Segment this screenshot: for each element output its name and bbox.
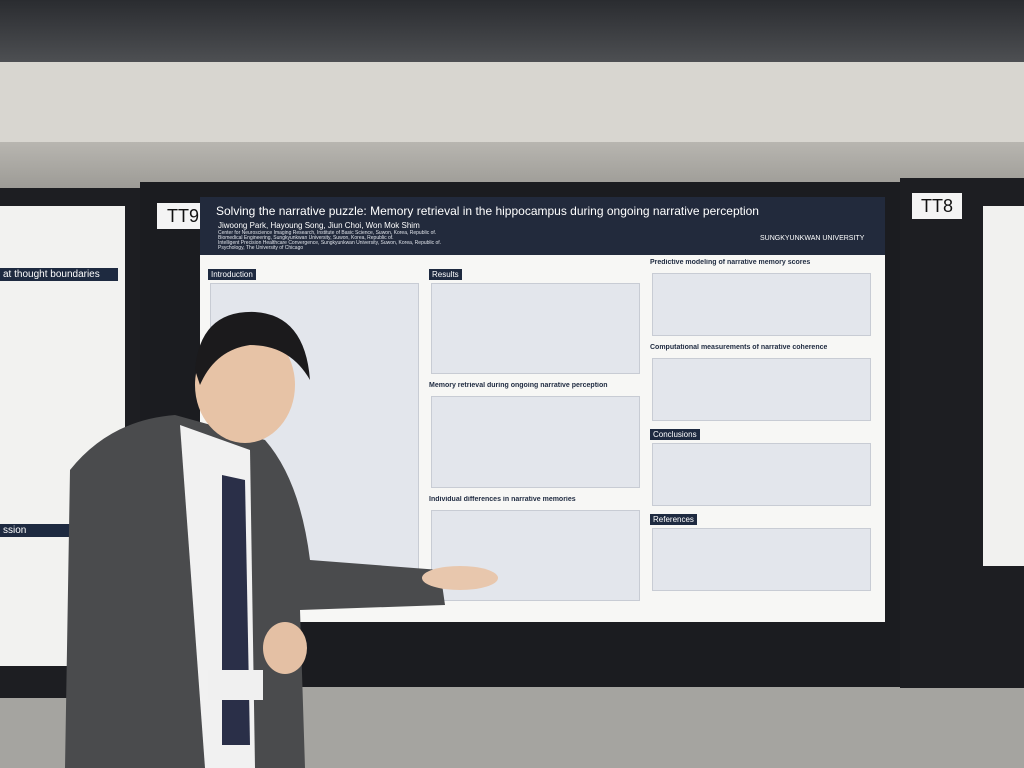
badge xyxy=(208,670,263,700)
title-bar xyxy=(200,197,885,255)
section-heading: Predictive modeling of narrative memory … xyxy=(650,259,811,266)
right-column: Predictive modeling of narrative memory … xyxy=(650,259,875,609)
section-heading: Computational measurements of narrative … xyxy=(650,344,828,351)
right-poster xyxy=(983,206,1024,566)
affiliations: Center for Neuroscience Imaging Research… xyxy=(218,231,518,251)
affiliation: Biomedical Engineering, Sungkyunkwan Uni… xyxy=(218,235,394,241)
section-figure xyxy=(652,358,871,421)
affiliation: Psychology, The University of Chicago xyxy=(218,245,304,251)
hand xyxy=(422,566,498,590)
ceiling-beam xyxy=(0,62,1024,142)
authors: Jiwoong Park, Hayoung Song, Jiun Choi, W… xyxy=(218,221,420,230)
poster: Solving the narrative puzzle: Memory ret… xyxy=(200,197,885,622)
section-heading: Individual differences in narrative memo… xyxy=(429,495,576,503)
logo: SUNGKYUNKWAN UNIVERSITY xyxy=(760,235,865,242)
jacket xyxy=(65,415,445,768)
hair xyxy=(195,311,310,385)
section-figure xyxy=(431,396,640,488)
hand xyxy=(263,622,307,674)
section-figure xyxy=(652,528,871,591)
affiliation: Intelligent Precision Healthcare Converg… xyxy=(218,240,442,246)
section-heading: Conclusions xyxy=(650,429,700,440)
poster-title: Solving the narrative puzzle: Memory ret… xyxy=(216,204,759,218)
section-heading: Results xyxy=(429,269,462,280)
middle-column: Results Memory retrieval during ongoing n… xyxy=(429,269,644,609)
section-heading: References xyxy=(650,514,697,525)
booth-label: TT8 xyxy=(912,193,962,219)
section-figure xyxy=(652,273,871,336)
section-heading: Memory retrieval during ongoing narrativ… xyxy=(429,382,608,390)
affiliation: Center for Neuroscience Imaging Research… xyxy=(218,230,437,236)
section-figure xyxy=(431,283,640,375)
section-figure xyxy=(652,443,871,506)
section-heading: Introduction xyxy=(208,269,256,280)
heading: at thought boundaries xyxy=(0,268,118,281)
